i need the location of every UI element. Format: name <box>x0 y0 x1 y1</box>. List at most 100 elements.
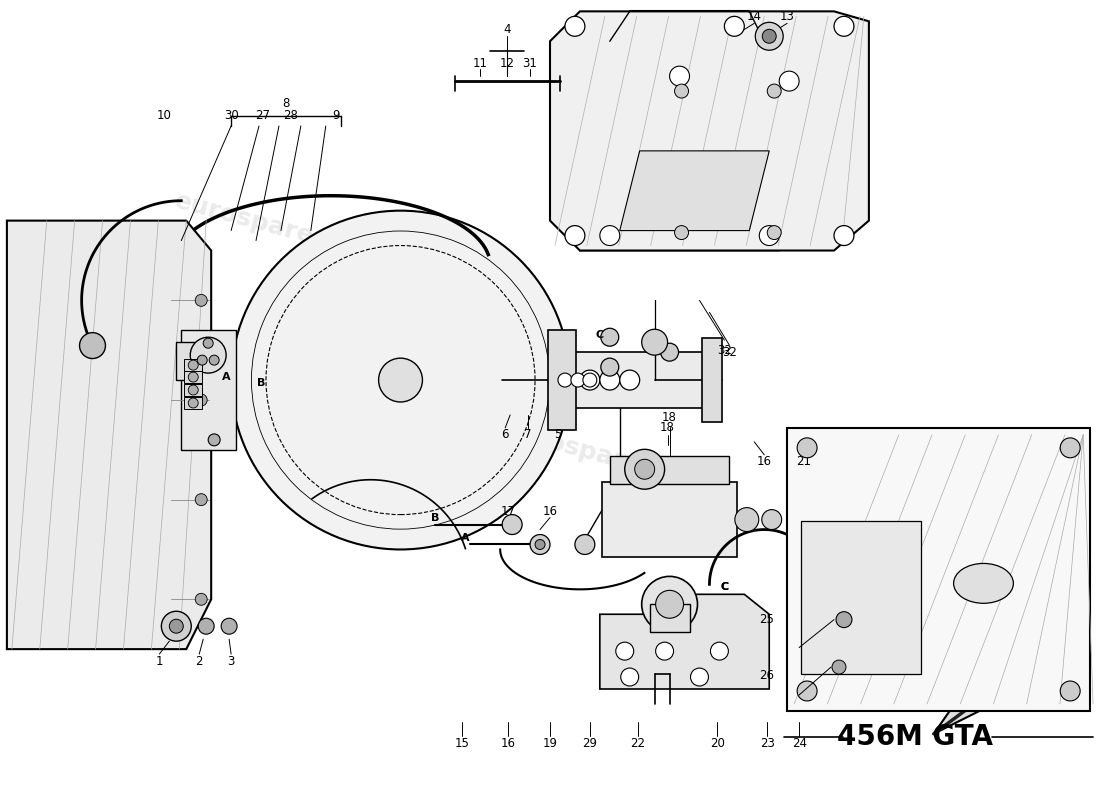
Circle shape <box>670 66 690 86</box>
Circle shape <box>378 358 422 402</box>
Circle shape <box>711 642 728 660</box>
Polygon shape <box>619 151 769 230</box>
Text: 17: 17 <box>500 505 516 518</box>
Circle shape <box>798 438 817 458</box>
Text: 32: 32 <box>717 344 732 357</box>
Text: C: C <box>720 582 728 592</box>
Circle shape <box>1060 438 1080 458</box>
Circle shape <box>575 534 595 554</box>
Circle shape <box>195 494 207 506</box>
Circle shape <box>188 372 198 382</box>
Text: 25: 25 <box>759 613 774 626</box>
Text: C: C <box>596 330 604 340</box>
Bar <box>185 371 202 383</box>
Polygon shape <box>934 634 1068 734</box>
Circle shape <box>195 594 207 606</box>
Circle shape <box>221 618 238 634</box>
Text: 21: 21 <box>796 455 812 468</box>
Circle shape <box>619 370 640 390</box>
Circle shape <box>190 338 227 373</box>
Bar <box>548 330 576 430</box>
Polygon shape <box>7 221 211 649</box>
Bar <box>185 384 202 396</box>
Circle shape <box>204 338 213 348</box>
Circle shape <box>767 226 781 239</box>
Circle shape <box>779 71 799 91</box>
Text: 3: 3 <box>228 654 234 667</box>
Text: 8: 8 <box>283 97 289 110</box>
Circle shape <box>616 642 634 660</box>
Circle shape <box>834 226 854 246</box>
Circle shape <box>656 590 683 618</box>
Text: 22: 22 <box>630 738 646 750</box>
Circle shape <box>601 328 619 346</box>
Circle shape <box>641 576 697 632</box>
Circle shape <box>162 611 191 641</box>
Circle shape <box>188 385 198 395</box>
Circle shape <box>798 681 817 701</box>
Circle shape <box>601 358 619 376</box>
Circle shape <box>762 30 777 43</box>
Text: 19: 19 <box>542 738 558 750</box>
Text: 32: 32 <box>722 346 737 358</box>
Circle shape <box>231 210 570 550</box>
Circle shape <box>198 618 214 634</box>
Text: 18: 18 <box>662 411 676 424</box>
Text: 5: 5 <box>554 428 562 442</box>
Text: 29: 29 <box>582 738 597 750</box>
Circle shape <box>661 343 679 361</box>
Text: 26: 26 <box>759 669 774 682</box>
Circle shape <box>625 450 664 489</box>
Circle shape <box>565 16 585 36</box>
Circle shape <box>197 355 207 365</box>
Text: eurospares: eurospares <box>500 418 659 482</box>
Circle shape <box>195 394 207 406</box>
Text: 10: 10 <box>157 110 172 122</box>
Bar <box>650 604 690 632</box>
Text: eurospares: eurospares <box>172 189 331 253</box>
Text: 11: 11 <box>473 57 487 70</box>
Polygon shape <box>182 330 236 450</box>
Circle shape <box>503 514 522 534</box>
Circle shape <box>656 642 673 660</box>
Text: 31: 31 <box>522 57 538 70</box>
Circle shape <box>674 226 689 239</box>
Text: 4: 4 <box>504 22 510 36</box>
Text: 20: 20 <box>710 738 725 750</box>
Bar <box>703 338 723 422</box>
Circle shape <box>208 434 220 446</box>
Text: 24: 24 <box>792 738 806 750</box>
Text: 15: 15 <box>455 738 470 750</box>
Circle shape <box>571 373 585 387</box>
Text: 14: 14 <box>747 10 762 23</box>
Circle shape <box>735 508 759 531</box>
Text: 30: 30 <box>223 110 239 122</box>
Circle shape <box>620 668 639 686</box>
Circle shape <box>195 294 207 306</box>
Circle shape <box>188 398 198 408</box>
Circle shape <box>836 612 851 628</box>
Circle shape <box>600 226 619 246</box>
Polygon shape <box>600 594 769 689</box>
Circle shape <box>558 373 572 387</box>
Polygon shape <box>580 61 810 250</box>
Circle shape <box>767 84 781 98</box>
Text: 2: 2 <box>196 654 204 667</box>
Bar <box>610 456 729 484</box>
Circle shape <box>600 370 619 390</box>
Circle shape <box>674 84 689 98</box>
Circle shape <box>580 370 600 390</box>
Text: 6: 6 <box>502 428 509 442</box>
Circle shape <box>530 534 550 554</box>
Bar <box>603 482 737 557</box>
Circle shape <box>565 226 585 246</box>
Ellipse shape <box>954 563 1013 603</box>
Circle shape <box>691 668 708 686</box>
Circle shape <box>79 333 106 358</box>
Bar <box>185 397 202 409</box>
Text: 16: 16 <box>757 455 772 468</box>
Circle shape <box>583 373 597 387</box>
Bar <box>801 521 921 674</box>
Circle shape <box>834 16 854 36</box>
Circle shape <box>635 459 654 479</box>
